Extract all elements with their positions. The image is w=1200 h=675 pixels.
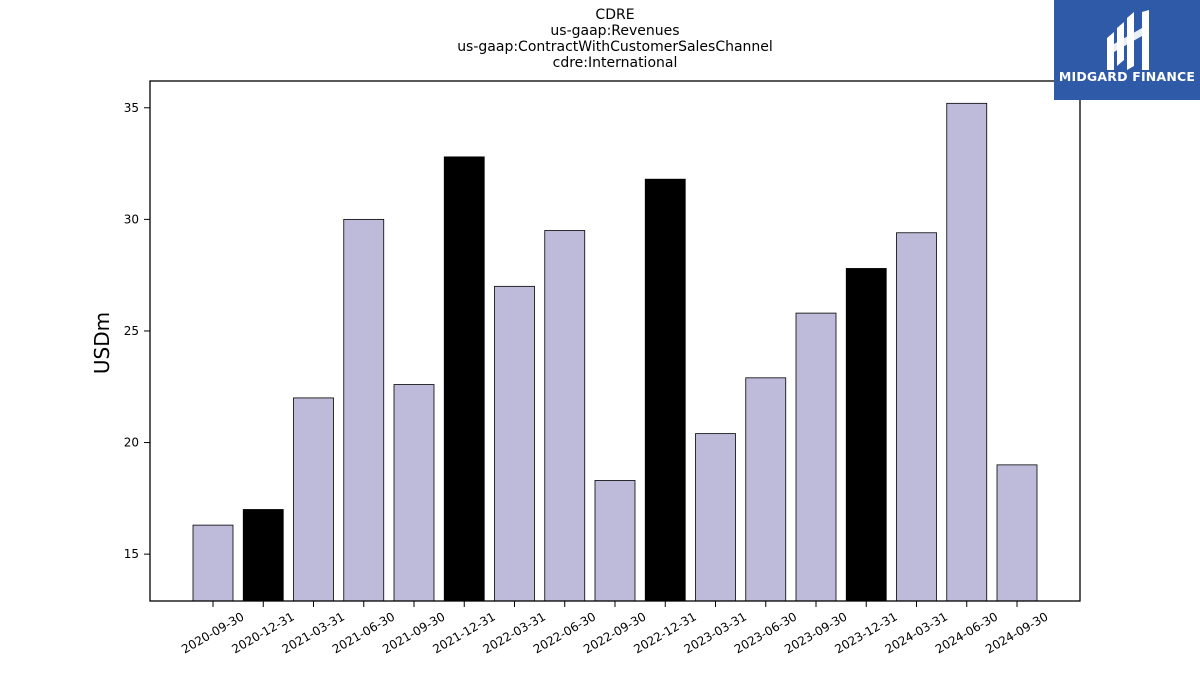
bar-2021-09-30: [393, 384, 435, 602]
bar-2021-12-31: [443, 156, 485, 602]
x-ticks-group: 2020-09-302020-12-312021-03-312021-06-30…: [179, 601, 1051, 656]
bars-group: [192, 102, 1038, 602]
bar-2020-09-30: [192, 524, 234, 602]
midgard-finance-logo: MIDGARD FINANCE: [1054, 0, 1200, 100]
bar-2022-09-30: [594, 480, 636, 602]
bar-2022-06-30: [544, 230, 586, 602]
y-tick-label: 15: [124, 547, 139, 561]
bar-2023-09-30: [795, 312, 837, 602]
y-tick-label: 35: [124, 101, 139, 115]
bar-2023-06-30: [745, 377, 787, 602]
title-line-concept: us-gaap:Revenues: [550, 23, 680, 39]
bar-2024-03-31: [896, 232, 937, 602]
y-ticks-group: 15 20 25 30 35: [124, 101, 150, 561]
y-tick-label: 20: [124, 436, 139, 450]
y-tick-label: 25: [124, 324, 139, 338]
bar-2022-12-31: [644, 178, 686, 602]
logo-text: MIDGARD FINANCE: [1058, 69, 1196, 84]
bar-2023-03-31: [695, 433, 736, 602]
bar-2024-09-30: [996, 464, 1038, 602]
bar-2022-03-31: [494, 285, 535, 602]
bar-2021-03-31: [293, 397, 334, 602]
bar-2020-12-31: [242, 509, 284, 602]
bar-2023-12-31: [845, 268, 887, 602]
title-line-member: cdre:International: [552, 55, 678, 71]
title-line-ticker: CDRE: [595, 7, 635, 23]
logo-mark-icon: [1054, 0, 1200, 100]
plot-frame: [149, 80, 1081, 602]
title-line-axis: us-gaap:ContractWithCustomerSalesChannel: [457, 39, 773, 55]
bar-2024-06-30: [946, 102, 988, 602]
bar-2021-06-30: [343, 218, 385, 602]
y-tick-label: 30: [124, 212, 139, 226]
